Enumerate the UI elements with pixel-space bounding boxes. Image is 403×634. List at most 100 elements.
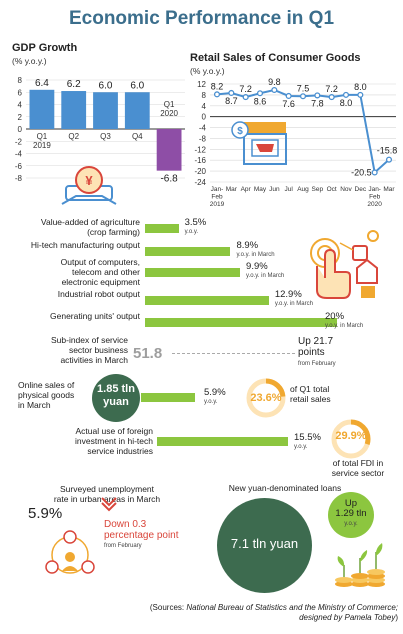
retail-value-label: 7.2 bbox=[239, 84, 252, 94]
foreign-share-label: of total FDI in service sector bbox=[331, 458, 385, 478]
indicator-value: 8.9% bbox=[236, 240, 259, 251]
indicator-note: y.o.y. in March bbox=[325, 323, 364, 329]
unemployment-change: Down 0.3 percentage point bbox=[104, 519, 179, 541]
gdp-y-tick: -8 bbox=[15, 174, 23, 183]
gdp-value-label: 6.0 bbox=[99, 80, 113, 91]
loans-change-circle bbox=[328, 492, 374, 538]
retail-value-label: 8.6 bbox=[254, 96, 267, 106]
chevron-down-icon bbox=[101, 497, 117, 512]
indicator-label: Industrial robot output bbox=[57, 289, 140, 299]
gdp-title: GDP Growth bbox=[12, 42, 78, 54]
retail-x-tick: May bbox=[254, 186, 267, 193]
unemployment-value: 5.9% bbox=[28, 505, 63, 522]
foreign-value: 15.5% bbox=[294, 432, 321, 443]
retail-x-tick: Nov bbox=[340, 186, 352, 193]
retail-x-tick: Jan-Feb 2019 bbox=[210, 186, 225, 208]
yuan-coin-icon: ¥ bbox=[61, 166, 117, 205]
retail-y-tick: -20 bbox=[194, 167, 206, 176]
retail-value-label: 7.2 bbox=[325, 84, 338, 94]
retail-value-label: 8.0 bbox=[340, 98, 353, 108]
service-label: Sub-index of service sector business act… bbox=[50, 335, 128, 365]
people-network-icon bbox=[45, 530, 95, 574]
loans-circle bbox=[217, 498, 312, 593]
retail-value-label: 9.8 bbox=[268, 77, 281, 87]
indicator-note: y.o.y. in March bbox=[246, 273, 285, 279]
retail-x-tick: Jan-Feb 2020 bbox=[367, 186, 382, 208]
retail-y-tick: 4 bbox=[202, 102, 207, 111]
coin-plant-icon bbox=[335, 543, 385, 587]
service-value: 51.8 bbox=[133, 345, 163, 362]
gdp-value-label: 6.0 bbox=[130, 80, 144, 91]
online-share-label: of Q1 total retail sales bbox=[290, 384, 331, 404]
gdp-value-label: 6.4 bbox=[35, 78, 49, 89]
online-share-ring bbox=[246, 378, 286, 418]
gdp-bar bbox=[29, 89, 55, 129]
retail-point bbox=[256, 90, 264, 97]
retail-chart: 12 8 4 0 -4-8 -12 -16 -20 -24 8.2 Jan-Feb 2019 8.7 Ma… bbox=[194, 77, 398, 208]
gdp-category-label: Q4 bbox=[132, 132, 143, 141]
online-note: y.o.y. bbox=[204, 399, 218, 405]
retail-x-tick: Dec bbox=[355, 186, 367, 193]
source-italic: National Bureau of Statistics and the Mi… bbox=[186, 603, 398, 612]
gdp-value-label: -6.8 bbox=[160, 174, 178, 185]
indicator-label: Value-added of agriculture (crop farming… bbox=[40, 217, 140, 237]
retail-point bbox=[299, 93, 307, 100]
indicator-bar bbox=[145, 268, 241, 277]
foreign-share: 29.9% bbox=[335, 430, 367, 442]
retail-y-tick: -8 bbox=[199, 134, 207, 143]
gdp-y-tick: 0 bbox=[18, 125, 23, 134]
source-designer: designed by Pamela Tobey bbox=[299, 613, 396, 622]
online-share: 23.6% bbox=[250, 392, 282, 404]
online-bar bbox=[141, 393, 195, 402]
retail-point bbox=[371, 169, 378, 176]
gdp-category-label: Q1 2020 bbox=[160, 100, 178, 118]
loans-note: y.o.y. bbox=[344, 521, 358, 527]
retail-unit: (% y.o.y.) bbox=[190, 66, 225, 76]
retail-x-tick: Jul bbox=[285, 186, 294, 193]
svg-text:$: $ bbox=[237, 126, 243, 137]
service-change: Up 21.7 points bbox=[298, 336, 334, 358]
indicator-note: y.o.y. bbox=[184, 229, 199, 235]
source-note: (Sources: National Bureau of Statistics … bbox=[10, 603, 398, 623]
gdp-category-label: Q3 bbox=[100, 132, 111, 141]
retail-value-label: -20.5 bbox=[351, 167, 372, 177]
foreign-bar bbox=[157, 437, 288, 446]
page-title: Economic Performance in Q1 bbox=[68, 8, 335, 29]
source-prefix: (Sources: bbox=[149, 603, 187, 612]
retail-y-tick: 0 bbox=[202, 113, 207, 122]
retail-point bbox=[385, 156, 393, 163]
retail-value-label: 7.5 bbox=[297, 83, 310, 93]
gdp-unit: (% y.o.y.) bbox=[12, 56, 47, 66]
retail-point bbox=[213, 91, 221, 98]
source-suffix: ) bbox=[395, 613, 398, 622]
retail-x-tick: Sep bbox=[312, 186, 324, 193]
retail-y-tick: -24 bbox=[194, 178, 206, 187]
gdp-y-tick: -4 bbox=[15, 150, 23, 159]
svg-text:¥: ¥ bbox=[85, 173, 93, 188]
indicator-label: Output of computers, telecom and other e… bbox=[60, 257, 140, 287]
retail-x-tick: Jun bbox=[269, 186, 280, 193]
indicator-value: 12.9% bbox=[274, 289, 302, 300]
indicator-bar bbox=[145, 296, 269, 305]
retail-value-label: -15.8 bbox=[377, 146, 398, 156]
gdp-y-tick: -6 bbox=[15, 162, 23, 171]
indicator-value: 9.9% bbox=[246, 261, 268, 272]
gdp-y-tick: -2 bbox=[15, 137, 23, 146]
retail-point bbox=[228, 89, 235, 97]
retail-point bbox=[242, 94, 249, 101]
gdp-y-tick: 8 bbox=[18, 76, 23, 85]
retail-x-tick: Aug bbox=[297, 186, 309, 193]
indicator-value: 20% bbox=[325, 311, 345, 322]
retail-point bbox=[328, 94, 335, 101]
retail-y-tick: 12 bbox=[197, 80, 206, 89]
retail-value-label: 8.0 bbox=[354, 82, 367, 92]
retail-y-tick: -16 bbox=[194, 156, 206, 165]
retail-y-tick: 8 bbox=[202, 91, 207, 100]
hand-tech-icon bbox=[310, 230, 379, 299]
retail-y-tick: -4 bbox=[199, 124, 207, 133]
online-amount-circle bbox=[92, 374, 140, 422]
indicator-bar bbox=[145, 318, 337, 327]
foreign-note: y.o.y. bbox=[294, 444, 308, 450]
retail-y-tick: -12 bbox=[194, 145, 206, 154]
indicator-note: y.o.y. in March bbox=[236, 252, 275, 258]
